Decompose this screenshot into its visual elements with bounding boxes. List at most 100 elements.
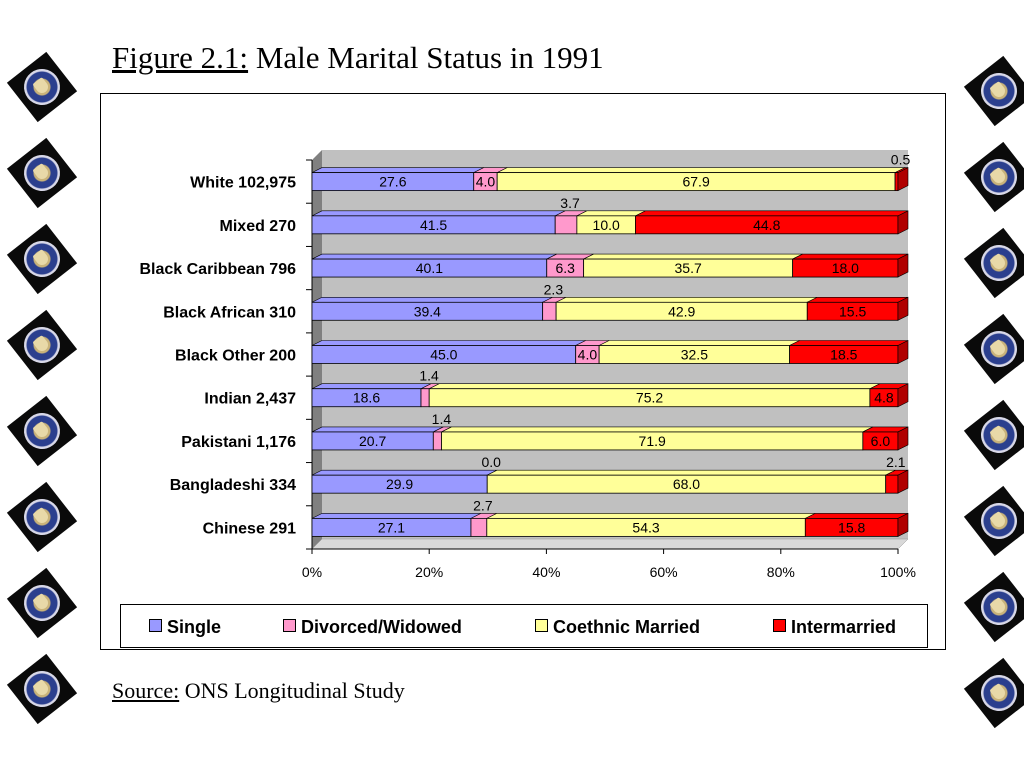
bar-top-face	[789, 340, 909, 346]
data-label: 68.0	[673, 476, 700, 492]
bar-side-face	[897, 253, 909, 278]
category-label: Chinese 291	[203, 520, 296, 537]
bar-segment	[885, 474, 899, 494]
title-text: Male Marital Status in 1991	[248, 40, 604, 75]
data-label: 15.8	[838, 519, 865, 535]
figure-label: Figure 2.1:	[112, 40, 249, 75]
data-label: 4.0	[476, 174, 496, 190]
x-tick-label: 40%	[532, 564, 560, 580]
bar-top-face	[635, 210, 909, 217]
bar-top-face	[487, 469, 896, 476]
university-crest-icon	[6, 481, 78, 553]
data-label: 6.3	[555, 260, 575, 276]
category-label: Black Caribbean 796	[139, 261, 296, 278]
legend-swatch-single	[149, 619, 162, 632]
category-label: White 102,975	[190, 175, 296, 192]
legend-label-coethnic: Coethnic Married	[553, 617, 701, 637]
data-label: 32.5	[681, 347, 708, 363]
data-label: 67.9	[682, 174, 709, 190]
university-crest-icon	[963, 141, 1024, 213]
data-label: 75.2	[636, 390, 663, 406]
data-label: 18.0	[832, 260, 859, 276]
data-label: 0.0	[481, 454, 501, 470]
bar-top-face	[805, 513, 909, 519]
legend-item-single: Single	[149, 617, 221, 638]
chart-legend: Single Divorced/Widowed Coethnic Married…	[120, 604, 928, 648]
data-label: 42.9	[668, 303, 695, 319]
data-label: 2.7	[473, 497, 493, 513]
data-label: 71.9	[639, 433, 666, 449]
bar-segment	[542, 301, 557, 321]
category-label: Bangladeshi 334	[170, 477, 296, 494]
university-crest-icon	[963, 657, 1024, 729]
bar-side-face	[897, 383, 909, 408]
data-label: 41.5	[420, 217, 447, 233]
bar-top-face	[311, 210, 566, 217]
plot-floor	[311, 538, 909, 550]
bar-top-face	[311, 426, 444, 433]
bar-side-face	[897, 469, 909, 494]
university-crest-icon	[6, 51, 78, 123]
data-label: 29.9	[386, 476, 413, 492]
data-label: 44.8	[753, 217, 780, 233]
legend-swatch-intermarried	[773, 619, 786, 632]
legend-item-intermarried: Intermarried	[773, 617, 896, 638]
university-crest-icon	[6, 309, 78, 381]
data-label: 27.6	[379, 174, 406, 190]
chart-frame: 0% 20% 40% 60% 80% 100% White 102,975 27.6 4.0 67…	[100, 93, 946, 650]
legend-label-single: Single	[167, 617, 222, 637]
category-label: Black African 310	[163, 304, 296, 321]
bar-side-face	[897, 167, 909, 192]
bar-top-face	[311, 167, 484, 173]
bar-segment	[420, 388, 430, 408]
data-label: 54.3	[632, 519, 659, 535]
data-label: 40.1	[416, 260, 443, 276]
data-label: 2.3	[544, 281, 564, 297]
x-tick-label: 0%	[302, 564, 322, 580]
stacked-bar-chart: 0% 20% 40% 60% 80% 100% White 102,975 27.6 4.0 67…	[139, 150, 916, 580]
data-label: 2.1	[886, 454, 906, 470]
data-label: 35.7	[675, 260, 702, 276]
data-label: 45.0	[430, 347, 457, 363]
bar-segment	[470, 517, 488, 537]
bar-top-face	[599, 340, 800, 346]
bar-side-face	[897, 210, 909, 235]
bar-top-face	[311, 383, 432, 390]
university-crest-icon	[6, 653, 78, 725]
data-label: 4.8	[874, 390, 894, 406]
data-label: 27.1	[378, 519, 405, 535]
source-label: Source:	[112, 678, 180, 703]
source-note: Source: ONS Longitudinal Study	[112, 678, 405, 704]
source-text: ONS Longitudinal Study	[179, 678, 405, 703]
university-crest-icon	[6, 137, 78, 209]
bar-side-face	[897, 512, 909, 537]
university-crest-icon	[963, 227, 1024, 299]
x-tick-label: 100%	[880, 564, 916, 580]
university-crest-icon	[963, 399, 1024, 471]
bar-top-face	[429, 383, 881, 390]
data-label: 1.4	[432, 411, 452, 427]
legend-label-intermarried: Intermarried	[791, 617, 897, 637]
data-label: 10.0	[593, 217, 620, 233]
bar-top-face	[555, 296, 818, 303]
university-crest-icon	[963, 571, 1024, 643]
bar-top-face	[311, 469, 498, 476]
bar-top-face	[311, 513, 482, 519]
bar-top-face	[441, 426, 873, 433]
university-crest-icon	[963, 313, 1024, 385]
bar-top-face	[311, 296, 553, 303]
legend-label-divorced: Divorced/Widowed	[301, 617, 462, 637]
category-label: Indian 2,437	[204, 391, 296, 408]
data-label: 3.7	[560, 195, 580, 211]
university-crest-icon	[6, 223, 78, 295]
university-crest-icon	[963, 485, 1024, 557]
data-label: 15.5	[839, 303, 866, 319]
category-label: Mixed 270	[220, 218, 297, 235]
university-crest-icon	[6, 567, 78, 639]
legend-swatch-divorced	[283, 619, 296, 632]
data-label: 18.5	[830, 347, 857, 363]
x-tick-label: 80%	[767, 564, 795, 580]
category-label: Pakistani 1,176	[181, 434, 296, 451]
data-label: 6.0	[871, 433, 891, 449]
page-title: Figure 2.1: Male Marital Status in 1991	[112, 40, 604, 76]
